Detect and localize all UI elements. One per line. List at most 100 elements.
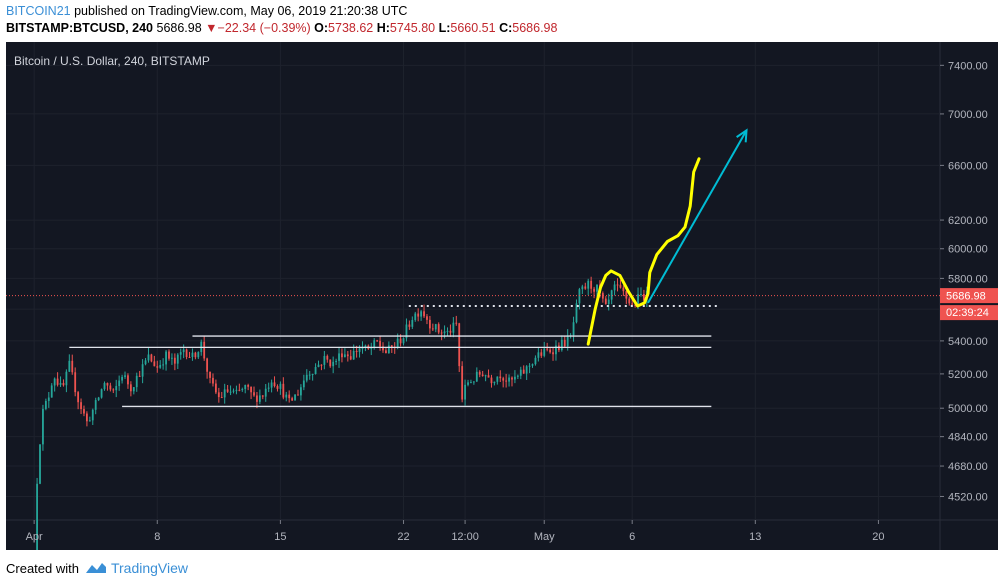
candle-body — [182, 349, 185, 353]
candle-body — [332, 361, 335, 367]
x-tick-label: May — [534, 531, 555, 543]
candle-body — [555, 345, 557, 355]
candle-body — [300, 387, 302, 396]
candle-body — [270, 382, 273, 388]
cyan-arrow-head-icon — [736, 128, 748, 143]
candle-body — [91, 409, 94, 421]
time-axis[interactable]: Apr 8 15 22 12:00 May 6 13 20 — [26, 520, 885, 543]
candle-body — [472, 381, 475, 383]
candle-body — [631, 303, 634, 305]
candle-body — [229, 391, 232, 393]
candle-body — [144, 360, 147, 365]
candle-body — [127, 375, 129, 385]
candle-body — [478, 371, 481, 375]
candles — [36, 276, 648, 550]
candle-body — [132, 387, 135, 392]
candle-body — [399, 338, 402, 344]
candle-body — [197, 352, 200, 358]
candle-body — [634, 304, 637, 306]
candle-body — [534, 357, 537, 365]
y-tick-label: 4680.00 — [948, 461, 988, 473]
candle-body — [566, 335, 569, 347]
candle-body — [385, 350, 387, 354]
candle-body — [217, 392, 220, 398]
candle-body — [256, 395, 258, 402]
candle-body — [326, 355, 329, 360]
candle-body — [86, 413, 88, 422]
candle-body — [490, 377, 493, 384]
low-label: L: — [438, 21, 451, 35]
candle-body — [308, 374, 311, 376]
candle-body — [481, 374, 484, 376]
high-value: 5745.80 — [389, 21, 436, 35]
candle-body — [443, 331, 446, 334]
chart-title: Bitcoin / U.S. Dollar, 240, BITSTAMP — [14, 54, 210, 68]
candle-body — [411, 320, 414, 327]
candle-body — [575, 303, 578, 323]
candle-body — [452, 322, 455, 333]
candle-body — [514, 376, 516, 380]
candle-body — [563, 339, 566, 347]
candle-body — [349, 356, 352, 360]
candle-body — [39, 444, 41, 484]
candle-body — [604, 298, 607, 305]
candle-body — [159, 364, 162, 368]
last-price-badge-label: 5686.98 — [946, 291, 986, 303]
candle-body — [109, 385, 112, 390]
candle-body — [206, 358, 209, 372]
publisher-name[interactable]: BITCOIN21 — [6, 4, 71, 18]
y-tick-label: 5800.00 — [948, 273, 988, 285]
candle-body — [487, 375, 490, 378]
candle-body — [572, 322, 575, 336]
tradingview-brand[interactable]: TradingView — [110, 560, 189, 576]
price-axis[interactable]: 4520.00 4680.00 4840.00 5000.00 5200.00 5400.… — [940, 60, 998, 503]
candle-body — [511, 377, 513, 380]
candle-body — [428, 319, 431, 329]
candle-body — [426, 316, 428, 320]
x-tick-label: 15 — [274, 531, 286, 543]
candle-body — [124, 375, 126, 377]
x-tick-label: 12:00 — [451, 531, 479, 543]
countdown-badge — [940, 305, 998, 321]
candle-body — [525, 366, 528, 374]
candle-body — [376, 340, 379, 342]
candle-body — [637, 294, 639, 306]
candle-body — [83, 409, 85, 414]
candle-body — [616, 284, 619, 286]
chart-container[interactable]: 4520.00 4680.00 4840.00 5000.00 5200.00 5400.… — [6, 42, 998, 550]
candle-body — [341, 353, 343, 358]
price-chart[interactable]: 4520.00 4680.00 4840.00 5000.00 5200.00 5400.… — [6, 42, 998, 550]
candle-body — [590, 280, 593, 289]
candle-body — [97, 397, 100, 401]
candle-body — [135, 375, 138, 388]
candle-body — [496, 376, 499, 382]
candle-body — [71, 360, 74, 373]
candle-body — [455, 322, 458, 324]
candle-body — [173, 357, 176, 364]
candle-body — [214, 383, 217, 393]
candle-body — [194, 352, 197, 358]
candle-body — [171, 357, 173, 359]
candle-body — [223, 389, 226, 398]
candle-body — [279, 383, 282, 389]
x-tick-label: 8 — [154, 531, 160, 543]
candle-body — [531, 364, 534, 366]
candle-body — [549, 349, 552, 353]
candle-body — [247, 384, 250, 387]
candle-body — [118, 380, 121, 387]
candle-body — [185, 349, 188, 357]
tradingview-logo-icon[interactable] — [85, 561, 107, 575]
grid — [6, 42, 940, 520]
candle-body — [106, 383, 109, 386]
candle-body — [373, 340, 376, 348]
candle-body — [264, 388, 267, 397]
candle-body — [141, 364, 144, 377]
candle-body — [607, 299, 610, 305]
y-tick-label: 5200.00 — [948, 369, 988, 381]
candle-body — [470, 382, 472, 384]
candle-body — [461, 366, 464, 400]
candle-body — [484, 375, 487, 377]
last-price: 5686.98 — [156, 21, 202, 35]
candle-body — [546, 348, 549, 350]
candle-body — [68, 360, 71, 372]
